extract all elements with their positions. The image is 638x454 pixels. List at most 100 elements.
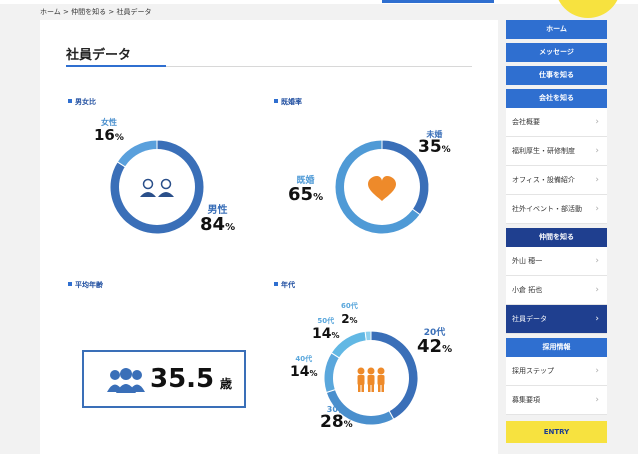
- sidebar-colleagues-header[interactable]: 仲間を知る: [506, 228, 607, 247]
- generation-50s-label: 50代 14%: [312, 317, 340, 342]
- title-divider: [66, 66, 472, 67]
- chevron-right-icon: ›: [595, 117, 599, 127]
- breadcrumb: ホーム > 仲間を知る > 社員データ: [40, 7, 151, 17]
- gender-male-name: 男性: [207, 205, 228, 216]
- section-title-gender: 男女比: [68, 97, 96, 107]
- sidebar-item-label: オフィス・設備紹介: [512, 176, 575, 184]
- chevron-right-icon: ›: [595, 395, 599, 405]
- sidebar-company-header[interactable]: 会社を知る: [506, 89, 607, 108]
- generation-50s-name: 50代: [317, 317, 335, 325]
- entry-badge-circle[interactable]: [555, 0, 621, 18]
- breadcrumb-current: 社員データ: [116, 8, 152, 16]
- marriage-married-unit: %: [313, 192, 324, 203]
- page-title: 社員データ: [66, 48, 132, 63]
- marriage-married-label: 既婚 65%: [288, 177, 323, 204]
- generation-60s-unit: %: [349, 316, 358, 325]
- generation-40s-value: 14: [290, 364, 310, 380]
- sidebar-recruit-header[interactable]: 採用情報: [506, 338, 607, 357]
- generation-30s-unit: %: [343, 420, 353, 430]
- sidebar-item-ogura[interactable]: 小倉 拓也 ›: [506, 276, 607, 305]
- marriage-unmarried-value: 35: [418, 137, 442, 157]
- breadcrumb-home[interactable]: ホーム: [40, 8, 61, 16]
- generation-40s-label: 40代 14%: [290, 355, 318, 380]
- generation-30s-value: 28: [320, 412, 344, 432]
- sidebar-item-office[interactable]: オフィス・設備紹介 ›: [506, 166, 607, 195]
- sidebar-item-recruit-steps[interactable]: 採用ステップ ›: [506, 357, 607, 386]
- sidebar-item-employee-data[interactable]: 社員データ ›: [506, 305, 607, 334]
- gender-male-unit: %: [225, 222, 236, 233]
- marriage-unmarried-label: 未婚 35%: [418, 131, 451, 156]
- chevron-right-icon: ›: [595, 256, 599, 266]
- gender-male-value: 84: [200, 214, 226, 235]
- chevron-right-icon: ›: [595, 175, 599, 185]
- gender-female-unit: %: [114, 133, 124, 143]
- sidebar-item-label: 福利厚生・研修制度: [512, 147, 575, 155]
- generation-40s-name: 40代: [295, 355, 313, 363]
- gender-male-label: 男性 84%: [200, 206, 235, 234]
- chevron-right-icon: ›: [595, 146, 599, 156]
- entry-button[interactable]: ENTRY: [506, 421, 607, 443]
- generation-60s-label: 60代 2%: [341, 303, 358, 326]
- sidebar-item-welfare[interactable]: 福利厚生・研修制度 ›: [506, 137, 607, 166]
- sidebar-item-label: 小倉 拓也: [512, 286, 543, 294]
- sidebar-message-button[interactable]: メッセージ: [506, 43, 607, 62]
- chevron-right-icon: ›: [595, 366, 599, 376]
- main-content: 社員データ 男女比 女性 16% 男性 84% 既婚率 未婚 35% 既婚 65…: [40, 20, 498, 454]
- sidebar-item-company-overview[interactable]: 会社概要 ›: [506, 108, 607, 137]
- sidebar-recruit-list: 採用ステップ › 募集要項 ›: [506, 357, 607, 415]
- average-age-unit: 歳: [220, 377, 233, 391]
- generation-donut-chart: [323, 330, 419, 426]
- generation-30s-label: 30代 28%: [320, 406, 353, 431]
- group-icon: [107, 368, 145, 393]
- top-nav-active-indicator: [382, 0, 494, 3]
- generation-60s-name: 60代: [341, 302, 358, 310]
- sidebar-colleagues-list: 外山 穂一 › 小倉 拓也 › 社員データ ›: [506, 247, 607, 334]
- sidebar: ホーム メッセージ 仕事を知る 会社を知る 会社概要 › 福利厚生・研修制度 › オ…: [506, 20, 607, 443]
- gender-female-value: 16: [94, 126, 115, 144]
- sidebar-item-label: 社員データ: [512, 315, 547, 323]
- sidebar-item-label: 社外イベント・部活動: [512, 205, 582, 213]
- sidebar-item-label: 外山 穂一: [512, 257, 543, 265]
- generation-20s-label: 20代 42%: [417, 329, 452, 356]
- top-bar: [0, 0, 638, 4]
- sidebar-home-button[interactable]: ホーム: [506, 20, 607, 39]
- sidebar-item-label: 募集要項: [512, 396, 540, 404]
- marriage-unmarried-unit: %: [441, 145, 451, 155]
- generation-60s-value: 2: [341, 312, 350, 326]
- average-age-box: 35.5 歳: [82, 350, 246, 408]
- breadcrumb-separator: >: [63, 8, 69, 16]
- marriage-donut-chart: [334, 139, 430, 235]
- generation-20s-value: 42: [417, 336, 443, 357]
- sidebar-item-job-requirements[interactable]: 募集要項 ›: [506, 386, 607, 415]
- gender-female-label: 女性 16%: [94, 119, 124, 143]
- generation-40s-unit: %: [309, 369, 318, 378]
- generation-30s-name: 30代: [326, 405, 346, 414]
- donut-hole: [119, 149, 195, 225]
- generation-20s-name: 20代: [423, 328, 446, 338]
- sidebar-item-toyama[interactable]: 外山 穂一 ›: [506, 247, 607, 276]
- two-people-icon: [140, 178, 174, 197]
- chevron-right-icon: ›: [595, 285, 599, 295]
- chevron-right-icon: ›: [595, 314, 599, 324]
- gender-female-name: 女性: [100, 118, 117, 127]
- breadcrumb-parent[interactable]: 仲間を知る: [71, 8, 107, 16]
- title-divider-accent: [66, 65, 166, 67]
- marriage-unmarried-name: 未婚: [426, 130, 443, 139]
- breadcrumb-separator: >: [108, 8, 115, 16]
- sidebar-item-events[interactable]: 社外イベント・部活動 ›: [506, 195, 607, 224]
- sidebar-item-label: 採用ステップ: [512, 367, 554, 375]
- generation-50s-value: 14: [312, 326, 332, 342]
- marriage-married-name: 既婚: [296, 176, 315, 186]
- sidebar-item-label: 会社概要: [512, 118, 540, 126]
- average-age-value: 35.5: [150, 364, 215, 394]
- chevron-right-icon: ›: [595, 204, 599, 214]
- generation-50s-unit: %: [331, 331, 340, 340]
- section-title-generation: 年代: [274, 280, 295, 290]
- gender-donut-chart: [109, 139, 205, 235]
- marriage-married-value: 65: [288, 184, 314, 205]
- sidebar-company-list: 会社概要 › 福利厚生・研修制度 › オフィス・設備紹介 › 社外イベント・部活動 ›: [506, 108, 607, 224]
- section-title-average-age: 平均年齢: [68, 280, 103, 290]
- generation-20s-unit: %: [442, 344, 453, 355]
- three-people-icon: [357, 367, 385, 392]
- sidebar-work-button[interactable]: 仕事を知る: [506, 66, 607, 85]
